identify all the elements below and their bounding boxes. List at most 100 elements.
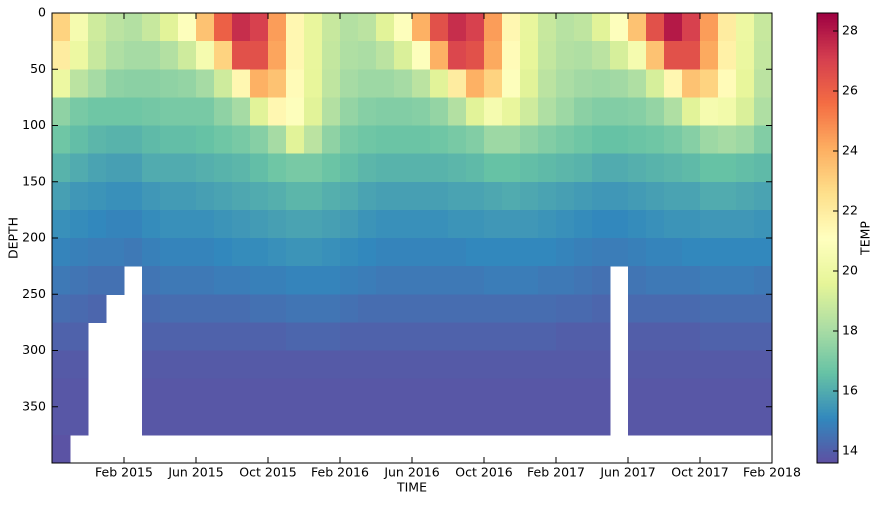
colorbar-step (817, 139, 838, 143)
heat-cell (160, 41, 179, 70)
heat-cell (160, 97, 179, 126)
heat-cell (340, 153, 359, 183)
heat-cell (736, 181, 755, 211)
heat-cell (394, 181, 413, 211)
colorbar-step (817, 349, 838, 353)
colorbar-step (817, 79, 838, 83)
heat-cell (574, 322, 593, 351)
heat-cell (358, 13, 377, 42)
colorbar-step (817, 403, 838, 407)
heat-cell (178, 209, 197, 239)
colorbar-step (817, 187, 838, 191)
heat-cell (664, 97, 683, 126)
heat-cell (466, 238, 485, 267)
heat-cell (340, 125, 359, 155)
heat-cell (70, 238, 89, 267)
heat-cell (520, 238, 539, 267)
y-tick-label: 350 (22, 398, 46, 413)
heat-cell (88, 181, 107, 211)
colorbar-step (817, 460, 838, 464)
heat-cell (466, 41, 485, 70)
heat-cell (322, 181, 341, 211)
heat-cell (682, 266, 701, 295)
heat-cell (160, 153, 179, 183)
heat-cell (448, 266, 467, 295)
heat-cell (106, 41, 125, 70)
heat-cell (736, 238, 755, 267)
heat-cell (142, 13, 161, 42)
heat-cell (754, 125, 773, 155)
heat-cell (448, 125, 467, 155)
colorbar-step (817, 91, 838, 95)
heat-cell (52, 378, 71, 408)
colorbar-step (817, 169, 838, 173)
heat-cell (52, 266, 71, 295)
heat-cell (106, 153, 125, 183)
heat-cell (88, 238, 107, 267)
heat-cell (232, 97, 251, 126)
heat-cell (502, 378, 521, 408)
heat-cell (646, 266, 665, 295)
heat-cell (232, 350, 251, 380)
heat-cell (178, 266, 197, 295)
heat-cell (448, 97, 467, 126)
x-tick-label: Feb 2017 (527, 465, 585, 480)
heat-cell (286, 13, 305, 42)
heat-cell (124, 97, 143, 126)
colorbar-step (817, 394, 838, 398)
heat-cell (412, 350, 431, 380)
heat-cell (592, 406, 611, 436)
heat-cell (556, 181, 575, 211)
heat-cell (664, 266, 683, 295)
heat-cell (466, 97, 485, 126)
heat-cell (754, 322, 773, 351)
colorbar-step (817, 286, 838, 290)
heat-cell (196, 125, 215, 155)
colorbar-step (817, 442, 838, 446)
colorbar-step (817, 31, 838, 35)
colorbar-step (817, 400, 838, 404)
heat-cell (304, 69, 323, 98)
heat-cell (70, 322, 89, 351)
heat-cell (736, 153, 755, 183)
heat-cell (610, 97, 629, 126)
colorbar-step (817, 130, 838, 134)
colorbar-step (817, 217, 838, 221)
heat-cell (232, 378, 251, 408)
colorbar-step (817, 247, 838, 251)
heat-cell (376, 69, 395, 98)
colorbar-step (817, 136, 838, 140)
heat-cell (376, 153, 395, 183)
heat-cell (754, 266, 773, 295)
heat-cell (142, 41, 161, 70)
heat-cell (538, 209, 557, 239)
heat-cell (286, 266, 305, 295)
heat-cell (340, 41, 359, 70)
heat-cell (682, 13, 701, 42)
heat-cell (538, 266, 557, 295)
heat-cell (178, 153, 197, 183)
heat-cell (268, 41, 287, 70)
colorbar-step (817, 55, 838, 59)
heat-cell (142, 294, 161, 323)
heat-cell (250, 13, 269, 42)
heat-cell (520, 69, 539, 98)
heat-cell (52, 322, 71, 351)
heat-cell (394, 209, 413, 239)
heat-cell (142, 97, 161, 126)
colorbar-step (817, 268, 838, 272)
heat-cell (358, 209, 377, 239)
heat-cell (556, 378, 575, 408)
heat-cell (70, 97, 89, 126)
colorbar-tick-label: 22 (842, 203, 858, 218)
colorbar-step (817, 244, 838, 248)
colorbar-step (817, 166, 838, 170)
heat-cell (70, 294, 89, 323)
colorbar-tick-label: 16 (842, 383, 858, 398)
heat-cell (682, 378, 701, 408)
colorbar-step (817, 61, 838, 65)
heat-cell (322, 209, 341, 239)
heat-cell (664, 153, 683, 183)
heat-cell (142, 209, 161, 239)
heat-cell (286, 153, 305, 183)
